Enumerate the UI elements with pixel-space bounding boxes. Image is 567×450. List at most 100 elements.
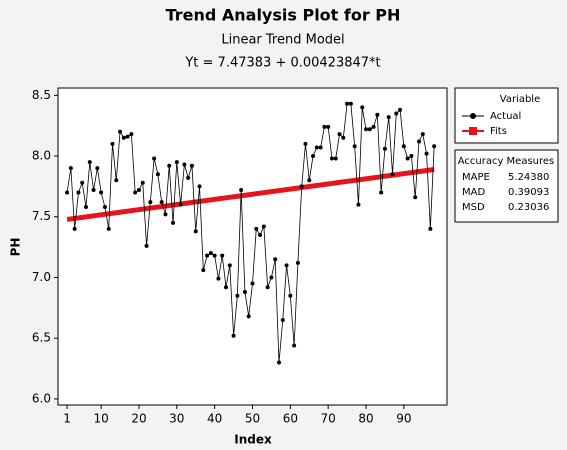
- actual-point: [345, 101, 350, 106]
- actual-point: [242, 290, 247, 295]
- actual-point: [398, 107, 403, 112]
- actual-point: [329, 156, 334, 161]
- actual-point: [216, 276, 221, 281]
- actual-point: [250, 281, 255, 286]
- actual-point: [186, 175, 191, 180]
- actual-point: [212, 253, 217, 258]
- accuracy-value: 5.24380: [508, 172, 549, 183]
- actual-point: [152, 156, 157, 161]
- actual-point: [348, 101, 353, 106]
- actual-point: [167, 163, 172, 168]
- actual-point: [227, 263, 232, 268]
- actual-point: [68, 166, 73, 171]
- actual-point: [159, 200, 164, 205]
- actual-point: [424, 151, 429, 156]
- y-tick-label: 7.5: [32, 209, 51, 223]
- actual-point: [303, 141, 308, 146]
- actual-point: [121, 135, 126, 140]
- actual-point: [129, 132, 134, 137]
- accuracy-value: 0.23036: [508, 202, 549, 213]
- legend-label: Actual: [490, 111, 521, 122]
- actual-point: [379, 190, 384, 195]
- actual-point: [171, 220, 176, 225]
- actual-point: [65, 190, 70, 195]
- actual-point: [341, 135, 346, 140]
- actual-point: [91, 188, 96, 193]
- fit-line: [66, 167, 435, 222]
- actual-point: [276, 360, 281, 365]
- actual-point: [201, 268, 206, 273]
- actual-point: [314, 145, 319, 150]
- actual-point: [280, 317, 285, 322]
- actual-point: [322, 124, 327, 129]
- actual-point: [295, 260, 300, 265]
- actual-point: [95, 166, 100, 171]
- actual-point: [307, 178, 312, 183]
- actual-point: [197, 184, 202, 189]
- y-axis-label: PH: [9, 238, 23, 257]
- actual-point: [382, 146, 387, 151]
- y-tick-label: 6.5: [32, 331, 51, 345]
- accuracy-name: MAD: [462, 187, 485, 198]
- actual-point: [87, 160, 92, 165]
- actual-point: [288, 293, 293, 298]
- x-tick-label: 40: [207, 412, 222, 426]
- y-tick-label: 7.0: [32, 270, 51, 284]
- actual-point: [133, 190, 138, 195]
- x-tick-label: 80: [358, 412, 373, 426]
- subtitle: Linear Trend Model: [221, 33, 344, 48]
- actual-point: [224, 285, 229, 290]
- actual-point: [356, 202, 361, 207]
- actual-point: [106, 226, 111, 231]
- x-tick-label: 20: [131, 412, 146, 426]
- actual-point: [326, 124, 331, 129]
- actual-point: [401, 144, 406, 149]
- actual-point: [390, 172, 395, 177]
- actual-point: [205, 253, 210, 258]
- actual-point: [405, 156, 410, 161]
- actual-point: [110, 141, 115, 146]
- accuracy-name: MAPE: [462, 172, 490, 183]
- actual-point: [364, 127, 369, 132]
- actual-point: [136, 188, 141, 193]
- actual-point: [333, 156, 338, 161]
- actual-point: [239, 188, 244, 193]
- actual-point: [292, 343, 297, 348]
- x-tick-label: 30: [169, 412, 184, 426]
- accuracy-name: MSD: [462, 202, 485, 213]
- actual-point: [413, 195, 418, 200]
- x-tick-label: 1: [63, 412, 71, 426]
- plot-area: [57, 87, 448, 406]
- actual-point: [220, 253, 225, 258]
- actual-point: [148, 200, 153, 205]
- actual-point: [352, 144, 357, 149]
- actual-point: [284, 263, 289, 268]
- x-tick-label: 50: [245, 412, 260, 426]
- y-tick-label: 8.5: [32, 88, 51, 102]
- actual-point: [76, 190, 81, 195]
- y-tick-label: 6.0: [32, 391, 51, 405]
- actual-point: [193, 229, 198, 234]
- actual-point: [118, 129, 123, 134]
- actual-point: [273, 257, 278, 262]
- actual-point: [371, 124, 376, 129]
- actual-point: [84, 205, 89, 210]
- actual-point: [420, 132, 425, 137]
- actual-point: [311, 154, 316, 159]
- actual-point: [189, 163, 194, 168]
- actual-point: [375, 112, 380, 117]
- accuracy-box: [454, 149, 559, 223]
- actual-point: [265, 285, 270, 290]
- actual-point: [386, 115, 391, 120]
- legend-title: Variable: [500, 94, 541, 105]
- actual-point: [102, 205, 107, 210]
- actual-point: [246, 314, 251, 319]
- actual-point: [367, 127, 372, 132]
- actual-point: [318, 145, 323, 150]
- x-tick-label: 90: [396, 412, 411, 426]
- actual-point: [360, 105, 365, 110]
- actual-point: [182, 162, 187, 167]
- actual-point: [80, 180, 85, 185]
- x-tick-label: 60: [283, 412, 298, 426]
